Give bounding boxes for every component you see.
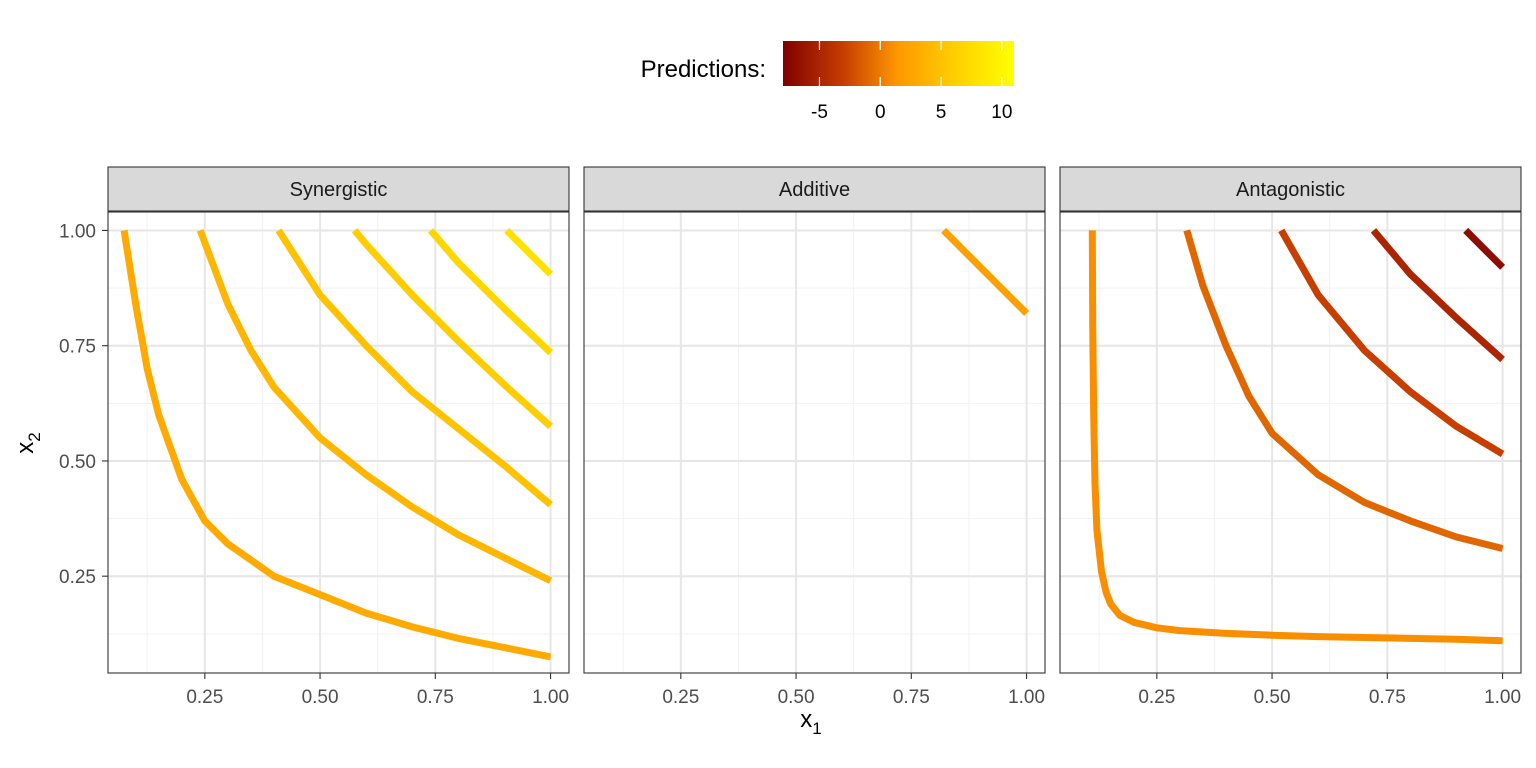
panel-background bbox=[584, 212, 1045, 673]
x-tick-label: 0.50 bbox=[302, 687, 339, 708]
y-tick-label: 0.75 bbox=[59, 337, 96, 358]
x-tick-label: 0.25 bbox=[1138, 687, 1175, 708]
x-axis-title: x1 bbox=[800, 706, 821, 738]
legend-ticks: -5 0 5 10 bbox=[811, 41, 1012, 123]
contour-line bbox=[275, 228, 553, 508]
svg-text:x2: x2 bbox=[12, 432, 44, 453]
contour-lines bbox=[120, 227, 554, 661]
contour-line bbox=[941, 227, 1030, 316]
panel-additive: Additive 0.25 0.50 0.75 1.00 bbox=[583, 166, 1046, 708]
contour-lines bbox=[1088, 227, 1506, 645]
legend-tick-label: 5 bbox=[936, 102, 947, 123]
x-tick-label: 1.00 bbox=[1484, 687, 1521, 708]
x-tick-label: 0.50 bbox=[1254, 687, 1291, 708]
x-tick-label: 0.50 bbox=[778, 687, 815, 708]
contour-line bbox=[1370, 228, 1505, 363]
contour-line bbox=[351, 228, 553, 430]
panel-strip bbox=[107, 166, 570, 212]
contour-line bbox=[428, 228, 554, 356]
panel-border bbox=[583, 211, 1046, 674]
panel-strip-label: Synergistic bbox=[290, 179, 388, 201]
legend-colorbar bbox=[783, 41, 1014, 86]
x-tick-label: 1.00 bbox=[532, 687, 569, 708]
panel-antagonistic: Antagonistic 0.25 0.50 0.75 1.00 bbox=[1059, 166, 1522, 708]
legend-tick-label: 10 bbox=[991, 102, 1012, 123]
x-tick-label: 0.25 bbox=[186, 687, 223, 708]
panel-strip-label: Additive bbox=[779, 179, 850, 201]
y-tick-label: 0.50 bbox=[59, 452, 96, 473]
panel-strip bbox=[1059, 166, 1522, 212]
panel-synergistic: Synergistic 0.25 0.50 0.75 1.00 0.25 0.50 0.75 1… bbox=[59, 166, 570, 708]
contour-lines bbox=[941, 227, 1030, 316]
contour-line bbox=[120, 229, 552, 661]
x-tick-label: 1.00 bbox=[1008, 687, 1045, 708]
legend-tick-label: 0 bbox=[875, 102, 886, 123]
x-tick-label: 0.75 bbox=[1369, 687, 1406, 708]
panel-strip-label: Antagonistic bbox=[1236, 179, 1345, 201]
x-tick-label: 0.25 bbox=[662, 687, 699, 708]
svg-text:x1: x1 bbox=[800, 706, 821, 738]
panel-background bbox=[1060, 212, 1521, 673]
contour-line bbox=[504, 227, 554, 277]
contour-line bbox=[1463, 227, 1506, 270]
x-tick-label: 0.75 bbox=[893, 687, 930, 708]
y-tick-label: 0.25 bbox=[59, 567, 96, 588]
y-axis-title-subscript: 2 bbox=[25, 432, 44, 441]
x-axis-title-subscript: 1 bbox=[812, 719, 821, 738]
legend: Predictions: -5 0 5 10 bbox=[641, 41, 1014, 123]
contour-line bbox=[1183, 229, 1504, 552]
legend-title: Predictions: bbox=[641, 56, 766, 83]
x-tick-label: 0.75 bbox=[417, 687, 454, 708]
x-axis-title-base: x bbox=[800, 706, 812, 733]
panel-background bbox=[108, 212, 569, 673]
contour-line bbox=[196, 229, 553, 584]
panels: Synergistic 0.25 0.50 0.75 1.00 0.25 0.50 0.75 1… bbox=[59, 166, 1522, 708]
legend-tick-label: -5 bbox=[811, 102, 828, 123]
contour-line bbox=[1278, 228, 1505, 458]
y-axis-title: x2 bbox=[12, 432, 44, 453]
panel-strip bbox=[583, 166, 1046, 212]
y-tick-label: 1.00 bbox=[59, 221, 96, 242]
panel-border bbox=[1059, 211, 1522, 674]
panel-border bbox=[107, 211, 570, 674]
y-axis-title-base: x bbox=[12, 442, 39, 454]
contour-line bbox=[1088, 230, 1503, 645]
